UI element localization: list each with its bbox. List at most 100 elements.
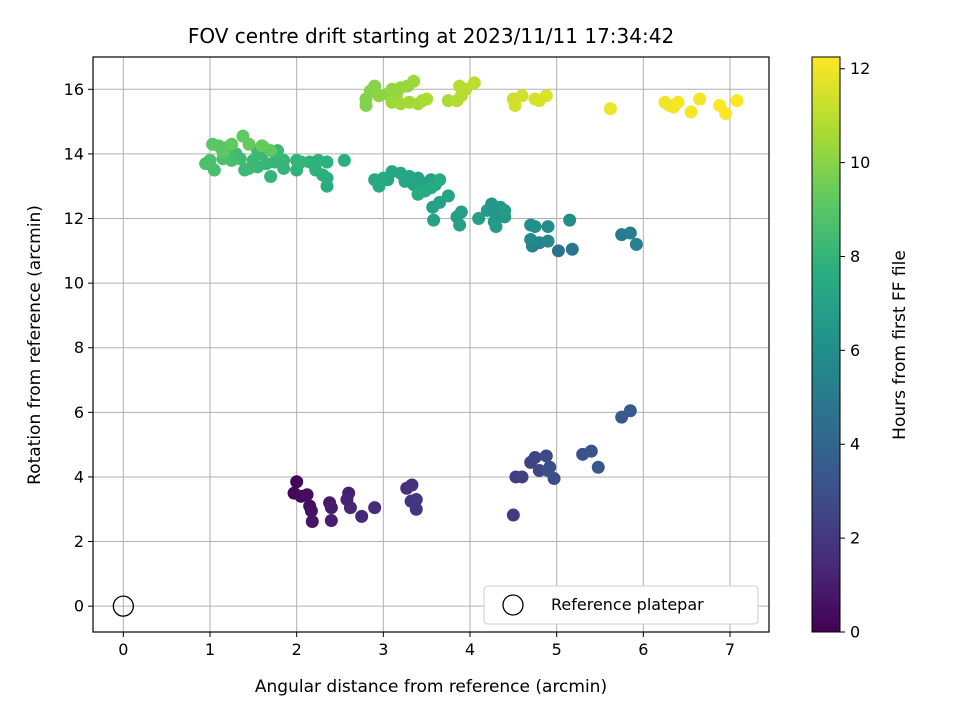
data-point: [368, 501, 382, 515]
data-point: [277, 153, 291, 167]
colorbar-tick-label: 0: [850, 623, 860, 642]
data-point: [368, 173, 382, 187]
x-tick-label: 5: [552, 640, 562, 659]
data-point: [409, 502, 423, 516]
colorbar-tick-label: 4: [850, 435, 860, 454]
data-point: [355, 509, 369, 523]
colorbar-tick-label: 6: [850, 341, 860, 360]
data-point: [539, 449, 553, 463]
data-point: [368, 79, 382, 93]
data-point: [719, 107, 733, 121]
data-point: [591, 460, 605, 474]
y-tick-label: 14: [64, 144, 84, 163]
x-tick-label: 3: [378, 640, 388, 659]
data-point: [565, 242, 579, 256]
scatter-points: [112, 74, 744, 617]
plot-frame: [92, 56, 770, 633]
data-point: [290, 475, 304, 489]
data-point: [433, 173, 447, 187]
data-point: [498, 203, 512, 217]
data-point: [216, 145, 230, 159]
data-point: [539, 89, 553, 103]
colorbar-label: Hours from first FF file: [890, 250, 910, 440]
data-point: [629, 237, 643, 251]
data-point: [730, 94, 744, 108]
data-point: [671, 95, 685, 109]
data-point: [324, 514, 338, 528]
grid-lines: [93, 57, 769, 632]
reference-point: [112, 595, 134, 617]
data-point: [541, 234, 555, 248]
data-point: [603, 102, 617, 116]
data-point: [453, 218, 467, 232]
colorbar-tick-label: 10: [850, 153, 870, 172]
data-point: [300, 488, 314, 502]
data-point: [506, 508, 520, 522]
y-tick-label: 0: [74, 597, 84, 616]
data-point: [541, 463, 555, 477]
data-point: [453, 79, 467, 93]
data-point: [305, 515, 319, 529]
data-point: [238, 163, 252, 177]
y-tick-label: 4: [74, 467, 84, 486]
data-point: [467, 76, 481, 90]
legend-marker: [502, 594, 524, 616]
colorbar-tick-label: 2: [850, 529, 860, 548]
y-tick-label: 12: [64, 209, 84, 228]
y-tick-label: 6: [74, 403, 84, 422]
data-point: [427, 213, 441, 227]
data-point: [264, 170, 278, 184]
legend-label: Reference platepar: [551, 595, 704, 614]
y-tick-label: 16: [64, 80, 84, 99]
data-point: [324, 501, 338, 515]
data-point: [255, 139, 269, 153]
data-point: [515, 470, 529, 484]
colorbar: 0 2 4 6 8 10 12 Hours from first FF file: [811, 56, 910, 642]
data-point: [343, 501, 357, 515]
colorbar-gradient: [811, 56, 841, 633]
x-tick-label: 0: [118, 640, 128, 659]
data-point: [623, 404, 637, 418]
data-point: [420, 92, 434, 106]
data-point: [294, 155, 308, 169]
x-tick-label: 1: [205, 640, 215, 659]
data-point: [563, 213, 577, 227]
y-tick-label: 10: [64, 274, 84, 293]
colorbar-ticks: 0 2 4 6 8 10 12: [840, 59, 870, 642]
data-point: [528, 451, 542, 465]
data-point: [684, 105, 698, 119]
data-point: [480, 203, 494, 217]
data-point: [199, 157, 213, 171]
data-point: [225, 137, 239, 151]
data-point: [405, 478, 419, 492]
data-point: [407, 74, 421, 88]
x-tick-label: 4: [465, 640, 475, 659]
legend: Reference platepar: [483, 585, 759, 625]
data-point: [472, 212, 486, 226]
data-point: [515, 89, 529, 103]
colorbar-tick-label: 12: [850, 59, 870, 78]
data-point: [304, 504, 318, 518]
data-point: [454, 205, 468, 219]
x-tick-label: 6: [638, 640, 648, 659]
data-point: [441, 189, 455, 203]
data-point: [551, 244, 565, 258]
data-point: [508, 98, 522, 112]
x-axis-label: Angular distance from reference (arcmin): [255, 677, 607, 697]
data-point: [584, 444, 598, 458]
y-tick-label: 2: [74, 532, 84, 551]
data-point: [337, 153, 351, 167]
data-point: [489, 220, 503, 234]
chart-title: FOV centre drift starting at 2023/11/11 …: [188, 24, 674, 48]
data-point: [623, 226, 637, 240]
colorbar-tick-label: 8: [850, 247, 860, 266]
data-point: [524, 218, 538, 232]
legend-box: [483, 585, 759, 625]
data-point: [524, 233, 538, 247]
data-point: [409, 493, 423, 507]
data-point: [541, 220, 555, 234]
data-point: [693, 92, 707, 106]
data-point: [242, 137, 256, 151]
